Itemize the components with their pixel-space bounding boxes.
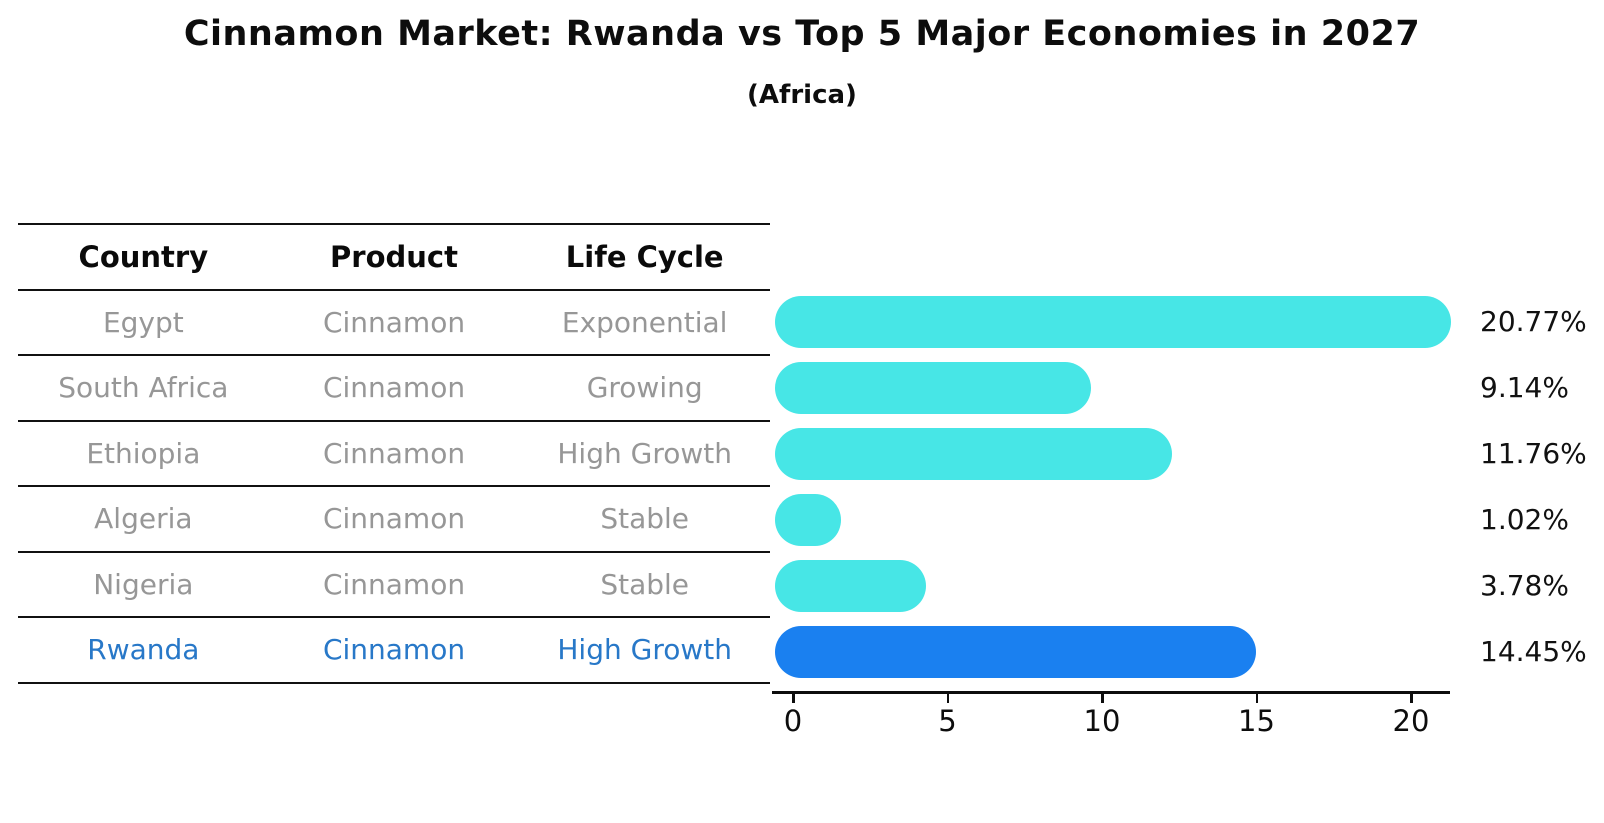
column-header-product: Product bbox=[330, 239, 458, 274]
bar-ethiopia bbox=[775, 428, 1172, 480]
value-label-egypt: 20.77% bbox=[1480, 305, 1587, 338]
country-cell: Ethiopia bbox=[86, 436, 201, 470]
country-table: Country Product Life Cycle Egypt Cinnamo… bbox=[18, 223, 770, 684]
country-cell: Egypt bbox=[102, 305, 184, 339]
x-axis-tick bbox=[946, 694, 949, 703]
bar-nigeria bbox=[775, 560, 926, 612]
x-axis-tick-label: 0 bbox=[783, 704, 803, 738]
table-row-egypt: Egypt Cinnamon Exponential bbox=[18, 291, 770, 356]
bar-rwanda bbox=[775, 626, 1256, 678]
chart-title: Cinnamon Market: Rwanda vs Top 5 Major E… bbox=[183, 14, 1421, 54]
chart-subtitle: (Africa) bbox=[747, 80, 857, 110]
table-row-algeria: Algeria Cinnamon Stable bbox=[18, 487, 770, 553]
table-row-south-africa: South Africa Cinnamon Growing bbox=[18, 356, 770, 422]
country-cell: Algeria bbox=[94, 502, 193, 536]
country-cell: Nigeria bbox=[93, 567, 194, 601]
x-axis-tick-label: 15 bbox=[1238, 704, 1275, 738]
column-header-life-cycle: Life Cycle bbox=[565, 239, 724, 274]
column-header-country: Country bbox=[78, 239, 209, 274]
value-label-algeria: 1.02% bbox=[1480, 503, 1569, 536]
x-axis-line bbox=[772, 691, 1450, 694]
table-row-rwanda: Rwanda Cinnamon High Growth bbox=[18, 618, 770, 684]
life-cycle-cell: Exponential bbox=[561, 305, 728, 339]
country-cell: South Africa bbox=[58, 371, 229, 405]
value-label-ethiopia: 11.76% bbox=[1480, 437, 1587, 470]
life-cycle-cell: Stable bbox=[600, 567, 690, 601]
table-header-row: Country Product Life Cycle bbox=[18, 225, 770, 291]
value-label-south-africa: 9.14% bbox=[1480, 371, 1569, 404]
life-cycle-cell: High Growth bbox=[557, 436, 732, 470]
x-axis-tick-label: 10 bbox=[1083, 704, 1121, 738]
product-cell: Cinnamon bbox=[322, 371, 466, 405]
x-axis-tick bbox=[1255, 694, 1258, 703]
bar-algeria bbox=[775, 494, 841, 546]
value-label-rwanda: 14.45% bbox=[1480, 635, 1587, 668]
x-axis-tick bbox=[1101, 694, 1104, 703]
product-cell: Cinnamon bbox=[322, 305, 466, 339]
bar-egypt bbox=[775, 296, 1451, 348]
product-cell: Cinnamon bbox=[322, 633, 466, 667]
product-cell: Cinnamon bbox=[322, 567, 466, 601]
product-cell: Cinnamon bbox=[322, 502, 466, 536]
value-label-nigeria: 3.78% bbox=[1480, 569, 1569, 602]
x-axis-tick-label: 5 bbox=[938, 704, 957, 738]
x-axis-tick-label: 20 bbox=[1392, 704, 1430, 738]
table-row-ethiopia: Ethiopia Cinnamon High Growth bbox=[18, 422, 770, 487]
x-axis-tick bbox=[792, 694, 795, 703]
life-cycle-cell: High Growth bbox=[557, 633, 732, 667]
table-row-nigeria: Nigeria Cinnamon Stable bbox=[18, 553, 770, 618]
x-axis-tick bbox=[1410, 694, 1413, 703]
life-cycle-cell: Stable bbox=[600, 502, 690, 536]
bar-south-africa bbox=[775, 362, 1091, 414]
country-cell: Rwanda bbox=[87, 633, 200, 667]
life-cycle-cell: Growing bbox=[586, 371, 703, 405]
product-cell: Cinnamon bbox=[322, 436, 466, 470]
